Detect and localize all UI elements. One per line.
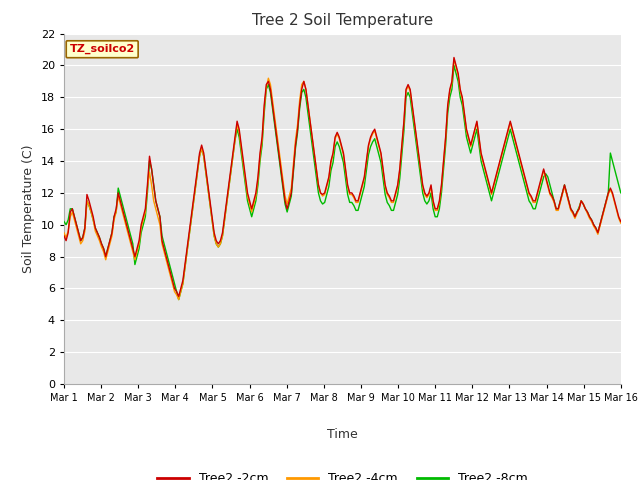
Text: TZ_soilco2: TZ_soilco2 bbox=[70, 44, 135, 54]
Line: Tree2 -2cm: Tree2 -2cm bbox=[64, 58, 621, 296]
Tree2 -8cm bbox=[450, 62, 458, 68]
Tree2 -2cm bbox=[106, 238, 114, 243]
Tree2 -2cm bbox=[450, 55, 458, 60]
X-axis label: Time: Time bbox=[327, 428, 358, 441]
Tree2 -4cm bbox=[250, 201, 258, 207]
Tree2 -8cm bbox=[515, 158, 522, 164]
Tree2 -8cm bbox=[194, 169, 202, 175]
Tree2 -2cm bbox=[60, 233, 68, 239]
Tree2 -2cm bbox=[617, 219, 625, 225]
Line: Tree2 -4cm: Tree2 -4cm bbox=[64, 59, 621, 300]
Tree2 -2cm bbox=[515, 150, 522, 156]
Tree2 -4cm bbox=[402, 88, 410, 94]
Tree2 -4cm bbox=[60, 230, 68, 236]
Tree2 -8cm bbox=[106, 238, 114, 243]
Tree2 -4cm bbox=[106, 241, 114, 247]
Title: Tree 2 Soil Temperature: Tree 2 Soil Temperature bbox=[252, 13, 433, 28]
Tree2 -2cm bbox=[175, 293, 182, 300]
Tree2 -2cm bbox=[194, 166, 202, 172]
Tree2 -8cm bbox=[356, 200, 364, 205]
Y-axis label: Soil Temperature (C): Soil Temperature (C) bbox=[22, 144, 35, 273]
Tree2 -2cm bbox=[402, 86, 410, 92]
Tree2 -4cm bbox=[194, 169, 202, 175]
Tree2 -4cm bbox=[175, 297, 182, 302]
Tree2 -8cm bbox=[402, 95, 410, 100]
Line: Tree2 -8cm: Tree2 -8cm bbox=[64, 65, 621, 300]
Tree2 -2cm bbox=[250, 198, 258, 204]
Tree2 -4cm bbox=[617, 220, 625, 226]
Tree2 -4cm bbox=[356, 192, 364, 197]
Tree2 -4cm bbox=[515, 152, 522, 157]
Tree2 -4cm bbox=[450, 56, 458, 62]
Tree2 -8cm bbox=[175, 297, 182, 302]
Tree2 -2cm bbox=[356, 190, 364, 196]
Tree2 -8cm bbox=[250, 206, 258, 212]
Legend: Tree2 -2cm, Tree2 -4cm, Tree2 -8cm: Tree2 -2cm, Tree2 -4cm, Tree2 -8cm bbox=[152, 468, 532, 480]
Tree2 -8cm bbox=[60, 219, 68, 225]
Tree2 -8cm bbox=[617, 190, 625, 196]
